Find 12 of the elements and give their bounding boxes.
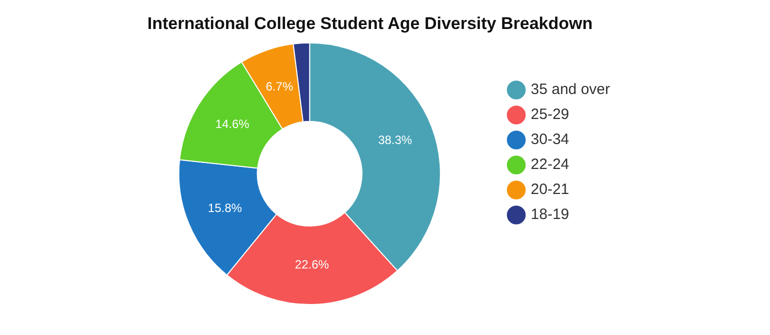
legend-label: 20-21 bbox=[530, 181, 570, 198]
legend-label: 25-29 bbox=[530, 106, 570, 124]
data-label: 38.3% bbox=[378, 133, 412, 148]
legend-label: 18-19 bbox=[530, 206, 570, 224]
data-label: 6.7% bbox=[266, 80, 294, 94]
chart-title: International College Student Age Diversity Breakdown bbox=[147, 14, 593, 33]
data-label: 22.6% bbox=[294, 258, 330, 272]
legend-label: 22-24 bbox=[530, 156, 570, 174]
legend-label: 35 and over bbox=[530, 81, 610, 98]
data-label: 15.8% bbox=[208, 200, 242, 215]
legend-label: 30-34 bbox=[530, 131, 570, 148]
data-label: 14.6% bbox=[215, 116, 250, 131]
